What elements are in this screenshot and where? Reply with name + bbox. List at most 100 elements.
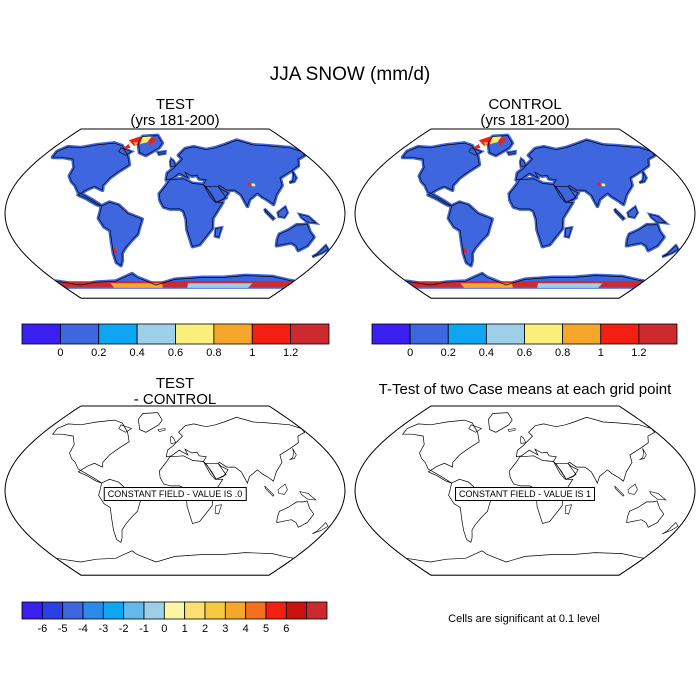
colorbar-swatch [59,323,100,345]
snow-hotspot-tibet [601,183,606,187]
figure-title: JJA SNOW (mm/d) [269,64,431,85]
colorbar-swatch [371,323,411,345]
colorbar-tick-label: -3 [98,623,109,635]
colorbar-swatch [251,323,292,345]
sumatra-outline [614,485,625,497]
colorbar-tick-label: -2 [118,623,129,635]
australia-outline [626,500,665,528]
baffin-outline [118,424,133,433]
panel-diff-title: TEST [155,375,195,392]
arabia-outline [204,462,229,480]
colorbar-swatch [562,323,602,345]
colorbar-swatch [102,601,125,620]
greenland-outline [138,412,163,433]
colorbar-tick-label: 0.4 [478,347,495,359]
new-guinea-fill [296,212,321,226]
colorbar-diff [21,601,328,620]
colorbar-swatch [447,323,487,345]
colorbar-swatch [524,323,564,345]
colorbar-tick-label: 5 [262,623,270,635]
snow-antarctica-light [187,283,253,288]
map-test-panel [4,128,346,299]
indonesia-borneo-outline [627,483,638,495]
snow-hotspot-andes [462,247,467,254]
iceland-outline [507,428,516,432]
colorbar-tick-label: 0.8 [206,347,222,359]
panel-title-control: CONTROL (yrs 181-200) [425,97,625,129]
colorbar-swatch [82,601,104,620]
colorbar-tick-label: 1 [249,347,256,359]
constant-field-label-diff: CONSTANT FIELD - VALUE IS .0 [103,487,247,501]
colorbar-tick-label: 0.6 [167,347,184,359]
colorbar-swatch [290,323,330,345]
uk-outline [170,435,177,444]
arabia-outline [204,185,229,203]
colorbar-tick-label: 4 [242,623,249,635]
map-test-panel-content [50,133,331,299]
map-control-panel [354,128,696,299]
antarctica-interior [66,288,284,299]
colorbar-control [371,323,678,345]
colorbar-swatch [41,601,64,620]
colorbar-swatch [143,601,165,620]
snow-hotspot-tibet-2 [597,182,602,186]
madagascar-outline [214,227,223,238]
colorbar-diff-labels: -6 -5 -4 -3 -2 -1 0 1 2 3 4 5 6 [22,623,327,637]
africa-outline [509,455,574,524]
colorbar-swatch [62,601,84,620]
colorbar-swatch [184,601,206,620]
colorbar-swatch [638,323,678,345]
greenland-outline [488,412,513,433]
colorbar-tick-label: 2 [201,623,209,635]
indonesia-borneo-outline [627,206,638,218]
new-zealand-outline [312,522,329,535]
south-america-outline [448,201,493,266]
new-guinea-outline [299,214,317,224]
colorbar-tick-label: -5 [57,623,68,635]
colorbar-swatch [204,601,226,620]
japan-outline [639,448,647,460]
africa-outline [159,455,224,524]
arabia-outline [554,462,579,480]
panel-diff-subtitle: - CONTROL [133,391,217,408]
uk-fill [518,156,529,169]
colorbar-tick-label: -1 [139,623,149,635]
antarctica-interior [416,288,634,299]
antarctica-outline [406,550,645,576]
iceland-outline [157,428,166,432]
north-america-outline [51,419,130,484]
panel-ttest-title: T-Test of two Case means at each grid po… [378,381,672,398]
colorbar-swatch [409,323,449,345]
colorbar-tick-label: 1 [181,623,188,635]
eurasia-outline [165,416,306,484]
colorbar-tick-label: 0 [407,347,414,359]
japan-outline [289,171,297,183]
australia-outline [276,223,315,251]
africa-outline [509,178,574,247]
sumatra-outline [264,485,275,497]
snow-hotspot-yellow [140,136,152,144]
colorbar-tick-label: 3 [222,623,229,635]
panel-control-title: CONTROL [488,96,562,113]
map-control-panel-border [354,128,696,299]
new-guinea-outline [649,491,667,501]
new-guinea-outline [649,214,667,224]
panel-control-subtitle: (yrs 181-200) [480,112,570,129]
new-guinea-outline [299,491,317,501]
south-america-fill [96,200,144,268]
north-america-outline [401,419,480,484]
colorbar-control-labels: 0 0.2 0.4 0.6 0.8 1 1.2 [372,347,677,361]
north-america-outline [401,142,480,207]
uk-outline [520,435,527,444]
new-zealand-outline [662,522,679,535]
baffin-outline [468,147,483,156]
snow-hotspot-yellow [490,136,502,144]
map-control-panel-content [400,133,681,299]
colorbar-tick-label: 1 [597,347,604,359]
snow-hotspot-andes [112,247,117,254]
colorbar-test-labels: 0 0.2 0.4 0.6 0.8 1 1.2 [22,347,329,361]
madagascar-outline [564,227,573,238]
south-america-outline [98,201,143,266]
baffin-outline [468,424,483,433]
